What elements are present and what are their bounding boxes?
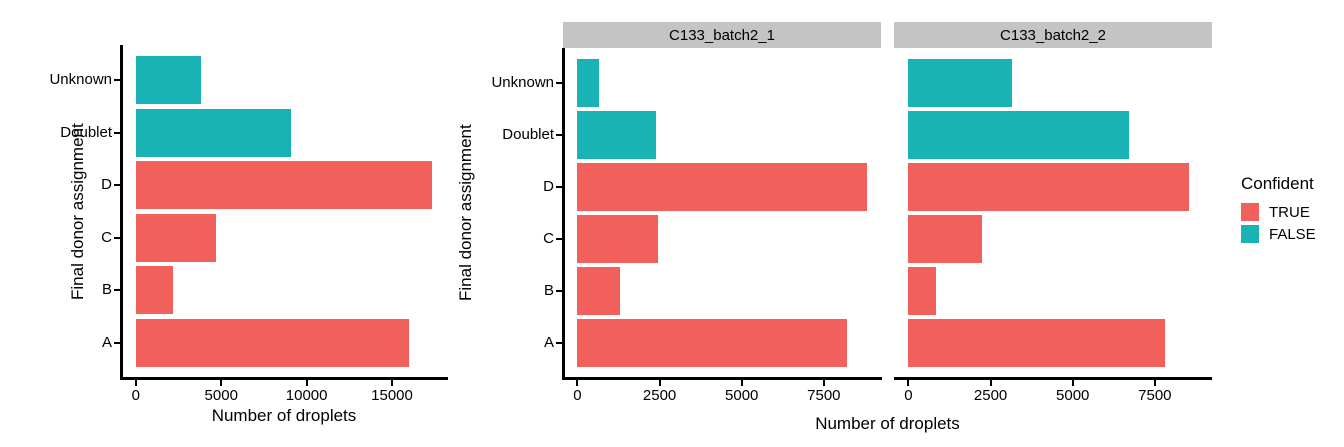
x-tick-mark [740,380,743,386]
bar-faceted-plot-Unknown [908,59,1012,107]
y-tick-label-D: D [101,176,112,194]
x-tick-label-5000: 5000 [725,387,759,404]
y-tick-label-A: A [101,333,112,351]
bar-total-plot-A [135,318,410,367]
y-tick-label-Unknown: Unknown [491,74,554,91]
panel-total: Unknown Doublet D C B A 0 5000 10000 15000 [49,45,448,404]
y-tick-label-B: B [101,281,112,299]
y-tick-mark [114,236,121,239]
y-tick-mark [114,341,121,344]
x-tick-mark [822,380,825,386]
legend-swatch-false-icon [1241,225,1259,243]
y-tick-label-Doublet: Doublet [502,126,554,143]
y-tick-label-C: C [101,228,112,246]
y-tick-mark [556,238,563,240]
facet-strip-1: C133_batch2_1 [563,22,881,48]
bar-faceted-plot-D [908,163,1190,211]
y-tick-mark [556,342,563,344]
x-tick-mark [220,380,223,386]
x-tick-mark [1153,380,1156,386]
legend-title: Confident [1241,174,1314,193]
facet-strip-2: C133_batch2_2 [894,22,1212,48]
x-tick-mark [907,380,910,386]
y-tick-mark [556,186,563,188]
y-axis-line [562,48,565,380]
bar-faceted-plot-Unknown [577,59,599,107]
y-tick-label-B: B [543,282,554,299]
x-tick-mark [658,380,661,386]
legend-entry-false: FALSE [1236,225,1344,243]
x-tick-mark [989,380,992,386]
x-tick-label-15000: 15000 [371,387,413,404]
y-tick-mark [114,131,121,134]
bar-faceted-plot-A [577,319,847,367]
legend-entry-true: TRUE [1236,203,1344,221]
legend-swatch-true-icon [1241,203,1259,221]
facet-strip-2-label: C133_batch2_2 [1000,26,1106,44]
y-tick-mark [556,82,563,84]
legend: Confident TRUE FALSE [1236,174,1344,247]
x-tick-label-0: 0 [573,387,582,404]
x-axis-title-faceted: Number of droplets [815,414,960,433]
bar-faceted-plot-B [908,267,937,315]
x-tick-label-2500: 2500 [642,387,677,404]
x-tick-label-2500: 2500 [973,387,1008,404]
x-axis-line [120,377,448,380]
x-tick-mark [305,380,308,386]
y-tick-label-C: C [543,230,554,247]
x-tick-label-5000: 5000 [204,387,238,404]
y-tick-label-Doublet: Doublet [60,123,112,141]
bar-faceted-plot-D [577,163,867,211]
bar-total-plot-D [135,161,433,210]
x-axis-line [894,377,1212,380]
legend-label-true: TRUE [1269,203,1310,221]
bar-faceted-plot-A [908,319,1165,367]
bar-total-plot-C [135,213,217,262]
x-tick-label-0: 0 [904,387,913,404]
bar-faceted-plot-Doublet [577,111,657,159]
x-tick-label-10000: 10000 [285,387,328,404]
y-tick-mark [114,184,121,187]
bar-total-plot-Doublet [135,108,292,157]
y-tick-mark [556,134,563,136]
y-tick-mark [556,290,563,292]
x-tick-label-7500: 7500 [1138,387,1172,404]
x-axis-line [562,377,882,380]
facet-strip-1-label: C133_batch2_1 [669,26,775,44]
bar-faceted-plot-C [577,215,658,263]
y-tick-mark [114,79,121,82]
x-tick-mark [134,380,137,386]
x-axis-title-left: Number of droplets [211,406,357,425]
bar-faceted-plot-B [577,267,621,315]
bar-faceted-plot-Doublet [908,111,1129,159]
y-tick-mark [114,289,121,292]
x-tick-label-0: 0 [131,387,141,404]
x-tick-label-5000: 5000 [1056,387,1090,404]
x-tick-label-7500: 7500 [807,387,841,404]
y-tick-label-D: D [543,178,554,195]
panel-facet-2: 0 2500 5000 7500 [894,48,1212,404]
x-tick-mark [1071,380,1074,386]
y-tick-label-Unknown: Unknown [49,71,112,89]
y-axis-title-faceted: Final donor assignment [456,124,475,302]
y-axis-line [120,45,123,380]
bar-faceted-plot-C [908,215,983,263]
y-axis-title-left: Final donor assignment [68,123,87,300]
x-tick-mark [576,380,579,386]
bar-total-plot-Unknown [135,56,201,105]
x-tick-mark [391,380,393,386]
panel-facet-1: Unknown Doublet D C B A 0 2500 5000 7500 [491,48,882,404]
bar-total-plot-B [135,266,173,315]
legend-label-false: FALSE [1269,225,1316,243]
y-tick-label-A: A [543,334,554,351]
